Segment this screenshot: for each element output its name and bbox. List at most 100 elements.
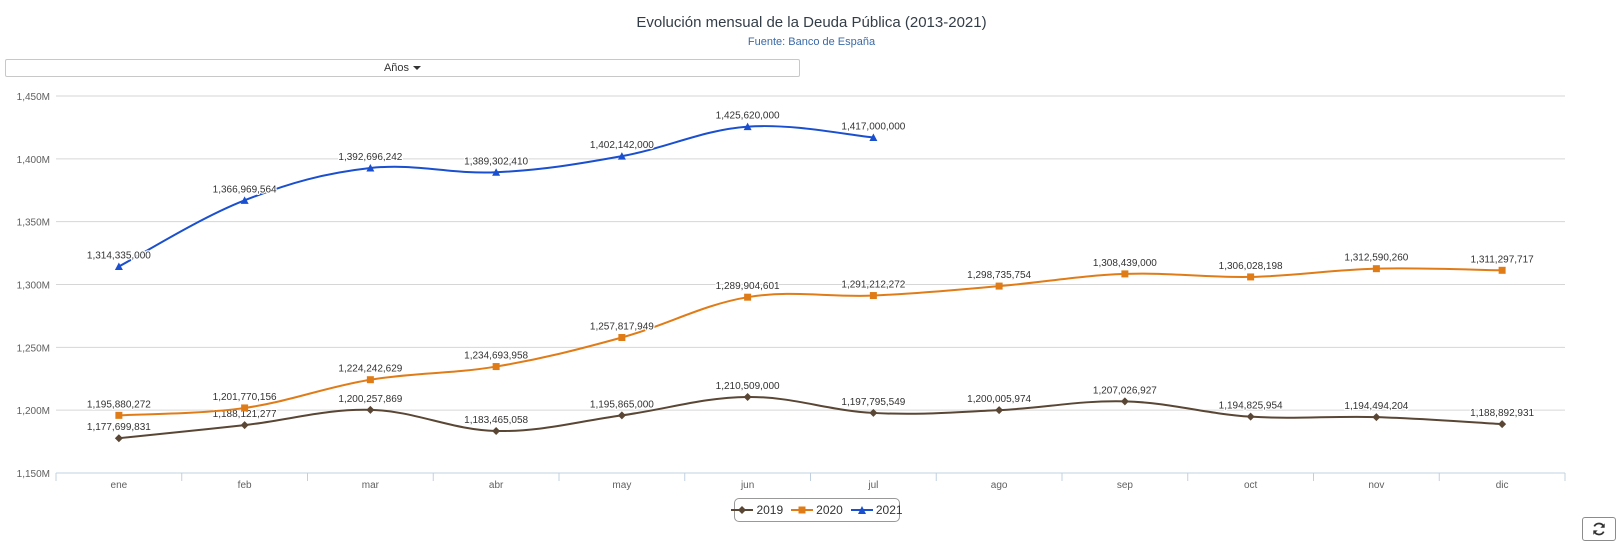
y-tick-label: 1,450M <box>17 92 50 103</box>
data-label-2019: 1,207,026,927 <box>1093 385 1157 396</box>
data-point-2021 <box>869 133 878 141</box>
data-point-2019 <box>240 421 249 430</box>
refresh-button[interactable] <box>1582 517 1616 541</box>
legend-label-2021: 2021 <box>875 503 903 517</box>
series-line-2021 <box>118 125 874 268</box>
y-tick-label: 1,250M <box>17 343 50 354</box>
data-label-2021: 1,425,620,000 <box>716 111 780 122</box>
data-point-2019 <box>1120 397 1129 406</box>
data-point-2019 <box>366 405 375 414</box>
data-point-2019 <box>869 408 878 417</box>
data-point-2020 <box>618 334 626 342</box>
x-tick-label: feb <box>238 480 252 490</box>
data-point-2020 <box>115 411 123 419</box>
legend-item-2020[interactable]: 2020 <box>791 503 843 517</box>
data-label-2020: 1,224,242,629 <box>338 364 402 375</box>
legend-label-2019: 2019 <box>756 503 784 517</box>
data-point-2019 <box>617 411 626 420</box>
x-tick-label: may <box>612 480 631 490</box>
data-point-2021 <box>743 122 752 131</box>
x-tick-label: jul <box>867 480 878 490</box>
refresh-icon <box>1593 522 1605 536</box>
data-point-2021 <box>366 164 375 172</box>
data-label-2020: 1,234,693,958 <box>464 351 528 362</box>
data-label-2019: 1,200,005,974 <box>967 394 1031 405</box>
x-tick-label: ene <box>111 480 128 490</box>
data-label-2020: 1,308,439,000 <box>1093 258 1157 269</box>
data-point-2021 <box>492 168 501 176</box>
x-tick-label: mar <box>362 480 380 490</box>
chart-subtitle: Fuente: Banco de España <box>747 36 876 48</box>
data-label-2020: 1,306,028,198 <box>1219 261 1283 272</box>
data-point-2020 <box>995 282 1003 290</box>
data-label-2019: 1,183,465,058 <box>464 415 528 426</box>
x-tick-label: oct <box>1244 480 1258 490</box>
data-point-2019 <box>1372 413 1381 422</box>
x-tick-label: jun <box>740 480 754 490</box>
chart-title: Evolución mensual de la Deuda Pública (2… <box>636 14 987 31</box>
data-label-2020: 1,289,904,601 <box>716 281 780 292</box>
data-label-2020: 1,291,212,272 <box>841 280 905 291</box>
data-label-2020: 1,195,880,272 <box>87 399 151 410</box>
data-point-2020 <box>1372 265 1380 273</box>
x-tick-label: nov <box>1368 480 1384 490</box>
data-label-2019: 1,194,825,954 <box>1219 401 1283 412</box>
data-label-2020: 1,201,770,156 <box>213 392 277 403</box>
x-tick-label: sep <box>1117 480 1134 490</box>
data-point-2019 <box>114 434 123 443</box>
x-tick-label: ago <box>991 480 1008 490</box>
data-label-2019: 1,200,257,869 <box>338 394 402 405</box>
data-point-2020 <box>744 293 752 301</box>
y-tick-label: 1,150M <box>17 469 50 480</box>
data-point-2019 <box>995 406 1004 415</box>
data-label-2019: 1,197,795,549 <box>841 397 905 408</box>
legend-item-2019[interactable]: 2019 <box>731 503 783 517</box>
data-label-2020: 1,311,297,717 <box>1471 254 1535 265</box>
data-label-2021: 1,402,142,000 <box>590 140 654 151</box>
data-label-2019: 1,188,892,931 <box>1470 408 1534 419</box>
data-point-2019 <box>492 426 501 435</box>
data-point-2021 <box>617 152 626 160</box>
series-line-2019 <box>118 395 1503 440</box>
data-label-2019: 1,195,865,000 <box>590 399 654 410</box>
data-point-2021 <box>240 196 249 204</box>
data-point-2020 <box>1121 270 1129 278</box>
legend-label-2020: 2020 <box>816 503 843 517</box>
data-label-2021: 1,389,302,410 <box>464 156 528 167</box>
years-dropdown[interactable]: Años <box>5 59 800 77</box>
legend-marker-2021 <box>850 506 873 514</box>
data-label-2020: 1,312,590,260 <box>1344 253 1408 264</box>
caret-down-icon <box>413 66 422 70</box>
data-point-2020 <box>1247 273 1255 281</box>
data-label-2021: 1,366,969,564 <box>213 184 277 195</box>
legend-item-2021[interactable]: 2021 <box>850 503 903 517</box>
data-point-2020 <box>492 363 500 371</box>
series-line-2020 <box>118 267 1503 417</box>
y-tick-label: 1,350M <box>17 218 50 229</box>
data-point-2020 <box>241 404 249 412</box>
x-tick-label: abr <box>489 480 504 490</box>
x-tick-label: dic <box>1496 480 1509 490</box>
data-label-2019: 1,188,121,277 <box>213 409 277 420</box>
data-point-2019 <box>743 392 752 401</box>
data-label-2019: 1,194,494,204 <box>1344 401 1408 412</box>
data-label-2021: 1,417,000,000 <box>841 121 905 132</box>
y-tick-label: 1,400M <box>17 155 50 166</box>
data-label-2019: 1,177,699,831 <box>87 422 151 433</box>
data-label-2021: 1,392,696,242 <box>338 152 402 163</box>
data-point-2020 <box>1498 266 1506 274</box>
data-point-2019 <box>1498 420 1507 429</box>
data-label-2019: 1,210,509,000 <box>716 381 780 392</box>
data-label-2020: 1,257,817,949 <box>590 322 654 333</box>
legend-marker-2020 <box>791 506 814 514</box>
data-label-2021: 1,314,335,000 <box>87 250 151 261</box>
data-point-2019 <box>1246 412 1255 421</box>
data-point-2020 <box>869 292 877 300</box>
data-point-2020 <box>366 376 374 384</box>
data-point-2021 <box>114 262 123 270</box>
chart-legend: 2019 2020 2021 <box>731 498 903 522</box>
legend-marker-2019 <box>731 506 754 514</box>
line-chart: 1,150M 1,200M 1,250M 1,300M 1,350M 1,400M 1,45… <box>17 92 1566 490</box>
y-tick-label: 1,300M <box>17 281 50 292</box>
y-tick-label: 1,200M <box>17 406 50 417</box>
